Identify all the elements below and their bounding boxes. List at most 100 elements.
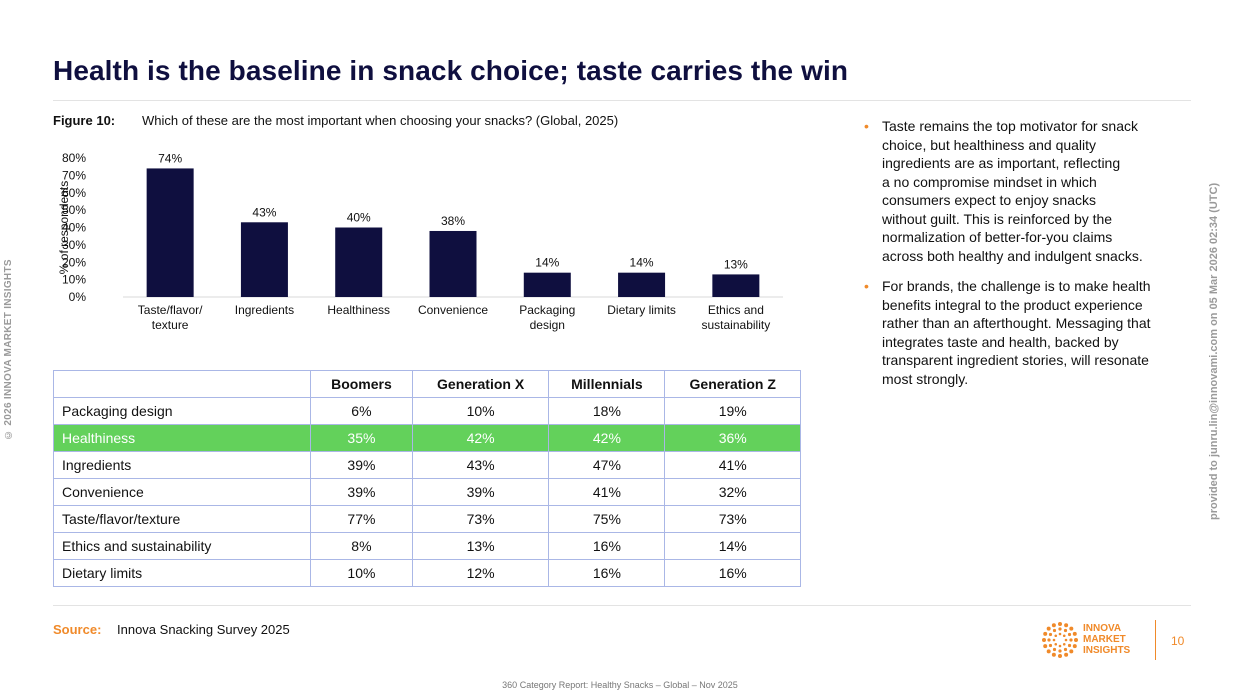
logo-text: INNOVA MARKET INSIGHTS <box>1083 623 1130 656</box>
insight-bullet: • Taste remains the top motivator for sna… <box>862 117 1182 265</box>
bar <box>240 222 288 297</box>
table-header-cell: Millennials <box>548 370 666 398</box>
page-number: 10 <box>1171 634 1185 648</box>
table-cell: 13% <box>411 532 550 560</box>
logo-dot <box>1046 626 1051 631</box>
logo-dot <box>1074 638 1078 642</box>
generation-table: Boomers Generation X Millennials Generation… <box>53 370 801 587</box>
insight-bullet-line: most strongly. <box>882 370 969 387</box>
logo-dot <box>1052 647 1057 652</box>
table-row-label: Healthiness <box>53 424 311 452</box>
table-row: Ingredients 39% 43% 47% 41% <box>53 451 801 479</box>
x-category-label: Convenience <box>418 303 488 317</box>
x-category-label: Packaging design <box>519 303 575 332</box>
table-cell: 39% <box>411 478 550 506</box>
page-title: Health is the baseline in snack choice; … <box>53 55 849 86</box>
source-text: Innova Snacking Survey 2025 <box>117 622 290 637</box>
table-cell: 36% <box>664 424 801 452</box>
table-header-blank <box>53 370 311 398</box>
logo-dot <box>1058 644 1062 648</box>
provided-to-side-text: provided to junru.lin@innovami.com on 05… <box>1208 182 1220 520</box>
logo-line: MARKET <box>1083 634 1126 645</box>
logo-separator <box>1155 620 1156 660</box>
insight-bullet-line: transparent ingredient stories, will res… <box>882 352 1149 368</box>
table-row: Taste/flavor/texture 77% 73% 75% 73% <box>53 505 801 533</box>
table-header-row: Boomers Generation X Millennials Generation… <box>53 370 801 398</box>
bar-value-label: 13% <box>724 257 748 271</box>
logo-dot <box>1067 643 1072 648</box>
x-category-label: Dietary limits <box>607 303 676 317</box>
bar-value-label: 43% <box>252 205 276 219</box>
table-cell: 75% <box>548 505 666 533</box>
logo-dot <box>1042 638 1046 642</box>
table-cell: 16% <box>548 559 666 587</box>
logo-dot <box>1062 634 1066 638</box>
table-cell: 19% <box>664 397 801 425</box>
logo-dot <box>1063 628 1068 633</box>
logo-dot <box>1058 649 1062 653</box>
insight-bullet-line: rather than an afterthought. Messaging t… <box>882 315 1151 331</box>
logo-dot <box>1048 643 1053 648</box>
y-tick-label: 0% <box>69 290 87 304</box>
bar <box>429 230 477 297</box>
insight-bullet-line: integrates taste and health, backed by <box>882 333 1119 350</box>
table-cell: 10% <box>411 397 550 425</box>
bar-value-label: 14% <box>630 256 654 270</box>
table-cell: 16% <box>664 559 801 587</box>
insight-bullet-line: Taste remains the top motivator for snac… <box>882 118 1138 134</box>
logo-line: INSIGHTS <box>1083 645 1131 656</box>
y-axis-label: % of respondents <box>57 181 71 274</box>
footer-divider <box>53 605 1191 606</box>
table-row: Dietary limits 10% 12% 16% 16% <box>53 559 801 587</box>
logo-dot <box>1072 631 1077 636</box>
logo-dot <box>1064 638 1068 642</box>
table-cell: 8% <box>310 532 413 560</box>
table-cell: 73% <box>411 505 550 533</box>
table-row: Healthiness 35% 42% 42% 36% <box>53 424 801 452</box>
x-category-label: Taste/flavor/texture <box>138 303 203 332</box>
bullet-dot-icon: • <box>864 118 869 134</box>
figure-label: Figure 10: <box>53 113 116 128</box>
bullet-dot-icon: • <box>864 278 869 294</box>
x-category-label-line: Convenience <box>418 303 488 317</box>
table-cell: 41% <box>548 478 666 506</box>
table-cell: 18% <box>548 397 666 425</box>
table-cell: 77% <box>310 505 413 533</box>
logo-dot <box>1063 647 1068 652</box>
insight-bullet-line: For brands, the challenge is to make hea… <box>882 278 1151 294</box>
bar <box>146 168 194 297</box>
insight-bullet-line: ingredients are as important, reflecting <box>882 155 1121 171</box>
bar <box>618 272 666 297</box>
table-row-label: Ingredients <box>53 451 311 479</box>
logo-dot <box>1067 632 1072 637</box>
insight-bullet-line: consumers expect to enjoy snacks <box>882 192 1096 208</box>
table-row: Packaging design 6% 10% 18% 19% <box>53 397 801 425</box>
table-row: Convenience 39% 39% 41% 32% <box>53 478 801 506</box>
logo-dot <box>1064 652 1069 657</box>
bar <box>712 274 760 297</box>
x-category-label-line: Dietary limits <box>607 303 676 317</box>
logo-dot <box>1043 631 1048 636</box>
x-category-label-line: texture <box>152 318 189 332</box>
bar-value-label: 14% <box>535 256 559 270</box>
table-row-label: Dietary limits <box>53 559 311 587</box>
footer-text: 360 Category Report: Healthy Snacks – Gl… <box>502 680 738 690</box>
logo-dot <box>1043 644 1048 649</box>
table-row-label: Ethics and sustainability <box>53 532 311 560</box>
table-row-label: Convenience <box>53 478 311 506</box>
insight-bullet-line: choice, but healthiness and quality <box>882 136 1097 153</box>
table-cell: 47% <box>548 451 666 479</box>
key-insights-list: • Taste remains the top motivator for sna… <box>862 117 1182 400</box>
table-cell: 32% <box>664 478 801 506</box>
table-cell: 41% <box>664 451 801 479</box>
title-divider <box>53 100 1191 101</box>
x-category-label-line: Ingredients <box>235 303 294 317</box>
bar-value-label: 40% <box>347 211 371 225</box>
table-cell: 43% <box>411 451 550 479</box>
logo-dot <box>1054 634 1058 638</box>
y-tick-label: 30% <box>62 238 86 252</box>
y-tick-label: 60% <box>62 186 86 200</box>
logo-dot <box>1051 623 1056 628</box>
x-category-label-line: sustainability <box>702 318 771 332</box>
y-tick-label: 80% <box>62 151 86 165</box>
